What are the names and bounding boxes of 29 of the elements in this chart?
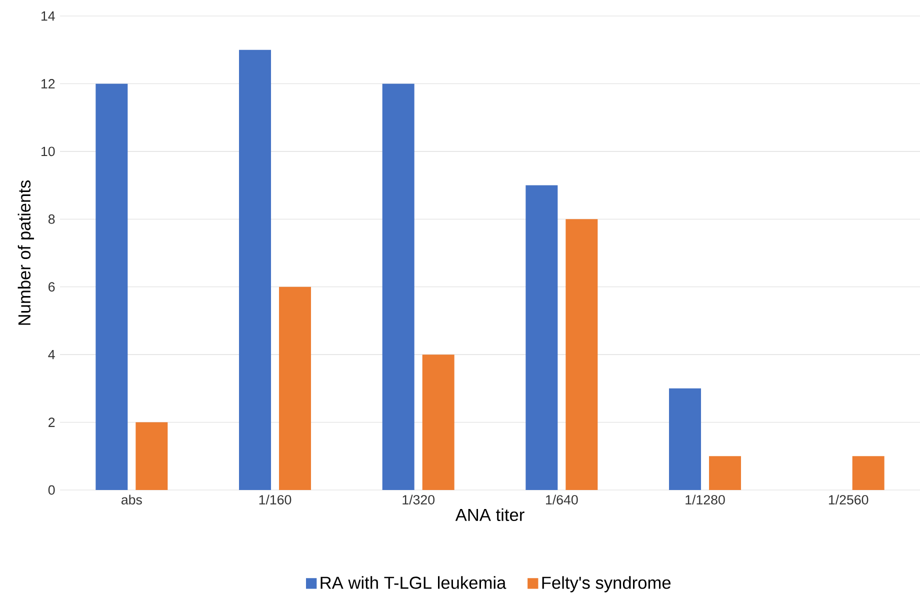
bar (239, 50, 272, 490)
x-tick-label: 1/1280 (686, 494, 725, 504)
x-tick-label: abs (121, 494, 142, 504)
y-tick-label: 14 (41, 11, 55, 21)
bar (279, 286, 311, 490)
bar (852, 456, 884, 490)
y-axis-title: Number of patients (18, 180, 34, 325)
bar (709, 456, 742, 490)
legend-label: RA with T-LGL leukemia (320, 576, 506, 589)
y-tick-label: 2 (48, 418, 55, 427)
bar (422, 354, 454, 490)
bar (566, 219, 598, 490)
y-tick-label: 10 (41, 146, 55, 156)
y-tick-label: 0 (48, 485, 55, 495)
x-tick-label: 1/160 (259, 494, 292, 504)
x-tick-label: 1/320 (402, 494, 435, 504)
bar (669, 388, 702, 490)
y-tick-label: 4 (48, 350, 55, 360)
x-tick-label: 1/2560 (828, 494, 868, 504)
y-tick-label: 12 (41, 79, 55, 88)
bar (96, 84, 128, 490)
legend-label: Felty's syndrome (542, 576, 671, 592)
bar (136, 422, 168, 490)
bar (382, 84, 414, 490)
x-axis-title: ANA titer (455, 508, 524, 522)
bar (526, 185, 558, 490)
x-tick-label: 1/640 (546, 494, 578, 504)
y-tick-label: 8 (48, 214, 55, 224)
y-tick-label: 6 (48, 282, 55, 292)
